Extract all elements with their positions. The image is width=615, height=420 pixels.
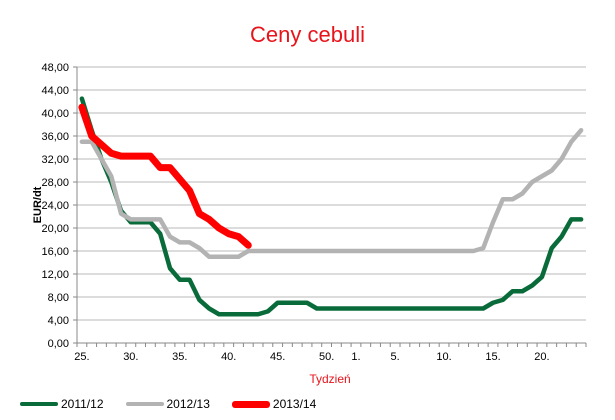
y-tick-label: 4,00 xyxy=(48,315,69,327)
x-tick-label: 50. xyxy=(319,351,334,363)
y-axis-label: EUR/dt xyxy=(32,186,44,223)
y-tick-label: 40,00 xyxy=(41,108,69,120)
y-tick-label: 32,00 xyxy=(41,154,69,166)
series-line-2013/14 xyxy=(78,103,252,249)
legend-item: 2012/13 xyxy=(125,397,210,411)
chart-title: Ceny cebuli xyxy=(250,22,365,47)
series-line-2012/13 xyxy=(79,128,584,259)
x-tick-label: 35. xyxy=(172,351,187,363)
y-tick-label: 44,00 xyxy=(41,85,69,97)
legend-swatch xyxy=(125,401,164,407)
y-tick-label: 12,00 xyxy=(41,269,69,281)
x-axis-label: Tydzień xyxy=(309,372,350,386)
x-tick-label: 40. xyxy=(221,351,236,363)
x-tick-label: 15. xyxy=(485,351,500,363)
y-tick-label: 0,00 xyxy=(48,338,69,350)
x-tick-label: 30. xyxy=(123,351,138,363)
y-tick-label: 16,00 xyxy=(41,246,69,258)
legend-item: 2013/14 xyxy=(231,397,317,411)
x-tick-label: 5. xyxy=(391,351,400,363)
y-tick-label: 24,00 xyxy=(41,200,69,212)
legend-swatch xyxy=(20,401,58,407)
legend-item: 2011/12 xyxy=(20,397,104,411)
y-tick-label: 28,00 xyxy=(41,177,69,189)
y-tick-label: 48,00 xyxy=(41,62,69,74)
x-tick-label: 45. xyxy=(270,351,285,363)
legend-swatch xyxy=(231,400,270,408)
x-tick-label: 10. xyxy=(436,351,451,363)
x-tick-label: 20. xyxy=(534,351,549,363)
x-tick-label: 25. xyxy=(74,351,89,363)
x-tick-label: 1. xyxy=(351,351,360,363)
legend-label: 2012/13 xyxy=(166,397,210,411)
legend-label: 2013/14 xyxy=(272,397,317,411)
legend: 2011/12 2012/13 2013/14 xyxy=(20,397,316,411)
y-tick-label: 36,00 xyxy=(41,131,69,143)
y-tick-label: 8,00 xyxy=(48,292,69,304)
legend-label: 2011/12 xyxy=(61,397,104,411)
y-tick-label: 20,00 xyxy=(41,223,69,235)
series-line-2011/12 xyxy=(79,96,584,317)
